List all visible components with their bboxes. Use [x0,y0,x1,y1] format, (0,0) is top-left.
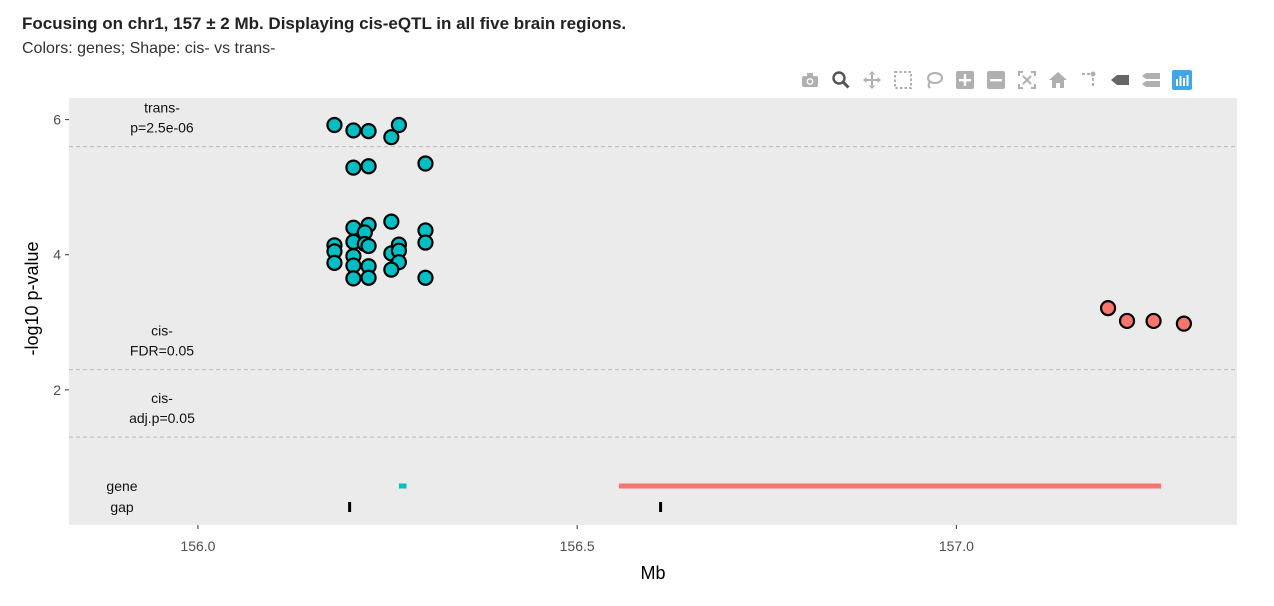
track-label-gene: gene [106,478,137,494]
spike-lines-icon[interactable] [1079,70,1099,90]
data-point [1145,312,1162,330]
data-point [390,116,408,134]
zoom-in-icon[interactable] [955,70,975,90]
track-label-gap: gap [110,499,134,515]
y-tick-label: 2 [53,382,61,398]
chart-title: Focusing on chr1, 157 ± 2 Mb. Displaying… [22,14,627,33]
data-point [345,159,362,176]
data-point [383,213,400,230]
threshold-label: cis- [151,323,173,339]
title-block: Focusing on chr1, 157 ± 2 Mb. Displaying… [22,14,626,58]
plot-panel [69,98,1237,525]
chart-subtitle: Colors: genes; Shape: cis- vs trans- [22,40,276,57]
threshold-label: trans- [144,100,180,116]
data-point [360,237,377,255]
camera-icon[interactable] [800,70,820,90]
plot-toolbar [800,68,1203,92]
data-point [1175,315,1193,332]
data-point [326,116,343,134]
x-tick-label: 156.5 [560,538,595,554]
y-tick-label: 4 [53,247,61,263]
hover-closest-icon[interactable] [1110,70,1130,90]
pan-icon[interactable] [862,70,882,90]
y-tick-label: 6 [53,112,61,128]
home-icon[interactable] [1048,70,1068,90]
data-point [345,270,362,287]
data-point [360,123,377,140]
data-point [1099,300,1117,317]
threshold-label: adj.p=0.05 [129,410,195,426]
threshold-label: p=2.5e-06 [130,120,194,136]
data-point [417,155,434,172]
threshold-label: FDR=0.05 [130,343,194,359]
zoom-out-icon[interactable] [986,70,1006,90]
data-point [1118,312,1136,330]
data-point [360,269,377,286]
plotly-logo-icon[interactable] [1172,70,1192,90]
box-select-icon[interactable] [893,70,913,90]
zoom-icon[interactable] [831,70,851,90]
lasso-select-icon[interactable] [924,70,944,90]
hover-compare-icon[interactable] [1141,70,1161,90]
x-tick-label: 156.0 [180,538,215,554]
y-axis-title: -log10 p-value [22,241,42,355]
x-axis-title: Mb [640,563,665,583]
data-point [383,261,400,278]
data-point [383,129,400,146]
data-point [417,234,434,251]
x-tick-label: 157.0 [939,538,974,554]
data-point [345,122,362,139]
autoscale-icon[interactable] [1017,70,1037,90]
threshold-label: cis- [151,390,173,406]
data-point [360,158,377,175]
data-point [326,254,343,271]
data-point [417,269,434,286]
